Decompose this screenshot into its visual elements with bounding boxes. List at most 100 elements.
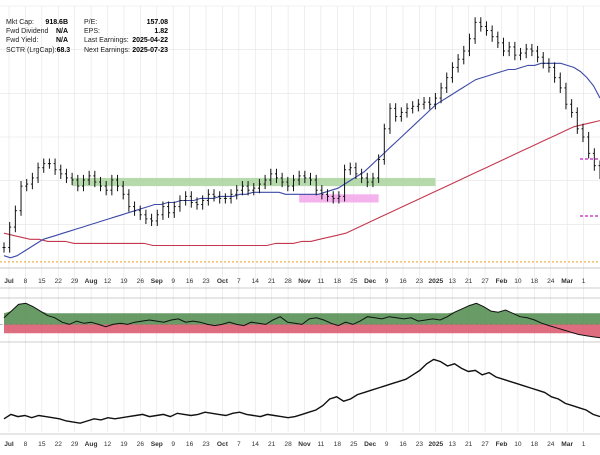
x-tick-label: Sep <box>151 278 163 285</box>
price-bar <box>139 206 142 220</box>
stat-fwd-yield: Fwd Yield:N/A <box>6 36 68 45</box>
x-tick-label: 7 <box>237 441 241 448</box>
price-bar <box>434 93 437 109</box>
x-tick-label: 28 <box>284 278 292 285</box>
price-bar <box>156 210 159 226</box>
x-tick-label: 12 <box>104 278 112 285</box>
x-tick-label: 14 <box>252 441 260 448</box>
price-bar <box>406 103 409 117</box>
oscillator-panel <box>0 303 600 338</box>
price-bar <box>3 242 6 252</box>
stat-value: 918.6B <box>45 18 68 27</box>
x-tick-label: 18 <box>334 441 342 448</box>
lower-indicator-line <box>4 359 600 423</box>
x-tick-label: 21 <box>268 278 276 285</box>
price-bar <box>530 44 533 56</box>
stat-label: Last Earnings: <box>84 36 129 45</box>
x-tick-label: 28 <box>284 441 292 448</box>
stat-value: 1.82 <box>154 27 168 36</box>
price-bar <box>570 99 573 117</box>
price-bar <box>201 195 204 209</box>
x-tick-label: Oct <box>217 441 229 448</box>
price-bar <box>576 107 579 134</box>
lower-indicator-panel <box>4 359 600 423</box>
price-bar <box>37 163 40 183</box>
x-tick-label: 1 <box>582 278 586 285</box>
price-bar <box>485 21 488 35</box>
x-tick-label: Jul <box>4 441 14 448</box>
stats-right-column: P/E:157.08 EPS: 1.82 Last Earnings:2025-0… <box>84 18 168 55</box>
x-tick-label: 18 <box>531 278 539 285</box>
stat-value: 157.08 <box>147 18 168 27</box>
price-bar <box>190 191 193 207</box>
stat-mkt-cap: Mkt Cap: 918.6B <box>6 18 68 27</box>
price-bar <box>224 193 227 203</box>
x-tick-label: 9 <box>171 278 175 285</box>
stat-pe: P/E:157.08 <box>84 18 168 27</box>
price-bar <box>207 189 210 205</box>
price-bar <box>54 158 57 174</box>
x-tick-label: Dec <box>364 278 376 285</box>
stat-label: SCTR (LrgCap): <box>6 46 57 55</box>
stat-eps: EPS: 1.82 <box>84 27 168 36</box>
chart-grid <box>0 6 600 434</box>
x-tick-label: 24 <box>547 441 555 448</box>
price-bar <box>394 103 397 121</box>
x-tick-label: 21 <box>268 441 276 448</box>
x-tick-label: 22 <box>55 441 63 448</box>
oscillator-fill-negative <box>4 324 600 337</box>
x-tick-label: 12 <box>104 441 112 448</box>
stat-value: 68.3 <box>57 46 71 55</box>
price-bar <box>178 195 181 211</box>
x-tick-label: 16 <box>186 278 194 285</box>
x-tick-label: 15 <box>38 441 46 448</box>
x-tick-label: 23 <box>202 441 210 448</box>
x-tick-label: 29 <box>71 441 79 448</box>
x-tick-label: Mar <box>561 278 573 285</box>
price-bar <box>462 46 465 64</box>
stat-label: Mkt Cap: <box>6 18 34 27</box>
price-bar <box>167 201 170 217</box>
price-bar <box>42 158 45 172</box>
sma-short-line <box>4 63 600 257</box>
x-tick-label: 2025 <box>428 278 443 285</box>
x-tick-label: 23 <box>416 278 424 285</box>
x-tick-label: 14 <box>252 278 260 285</box>
x-tick-label: 9 <box>171 441 175 448</box>
price-bar <box>525 44 528 58</box>
x-tick-label: 16 <box>399 441 407 448</box>
x-tick-label: 23 <box>202 278 210 285</box>
x-tick-label: 19 <box>120 278 128 285</box>
stat-last-earnings: Last Earnings:2025-04-22 <box>84 36 168 45</box>
x-tick-label: 25 <box>350 441 358 448</box>
x-tick-label: 29 <box>71 278 79 285</box>
x-tick-label: 26 <box>137 278 145 285</box>
x-tick-label: 10 <box>514 441 522 448</box>
price-bar <box>235 185 238 199</box>
price-bar <box>400 107 403 121</box>
x-tick-label: 1 <box>582 441 586 448</box>
x-tick-label: 13 <box>449 441 457 448</box>
x-tick-label: 16 <box>399 278 407 285</box>
price-bar <box>14 206 17 233</box>
price-bar <box>496 32 499 48</box>
stat-label: Fwd Yield: <box>6 36 38 45</box>
price-bar <box>48 158 51 168</box>
x-tick-label: 15 <box>38 278 46 285</box>
price-bar <box>184 191 187 205</box>
x-tick-label: Jul <box>4 278 14 285</box>
price-bar <box>513 42 516 60</box>
price-bar <box>559 73 562 93</box>
price-bar <box>542 52 545 68</box>
stat-value: 2025-04-22 <box>132 36 168 45</box>
x-tick-label: Aug <box>85 441 98 448</box>
stat-label: EPS: <box>84 27 100 36</box>
stat-sctr: SCTR (LrgCap):68.3 <box>6 46 68 55</box>
x-tick-label: 21 <box>465 441 473 448</box>
price-bar <box>383 124 386 165</box>
stat-value: 2025-07-23 <box>132 46 168 55</box>
price-bar <box>59 165 62 179</box>
